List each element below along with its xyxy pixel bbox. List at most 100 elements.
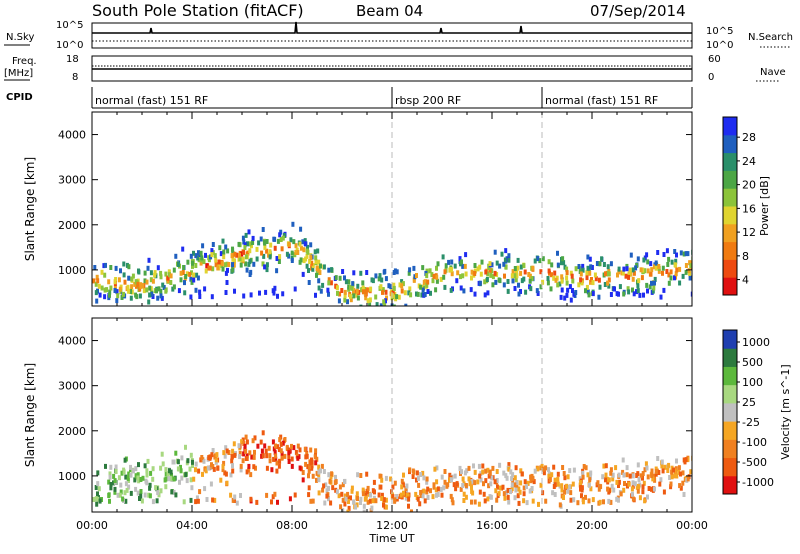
- power-cell: [650, 280, 653, 286]
- power-cell: [569, 270, 573, 276]
- power-cell: [149, 277, 153, 283]
- velocity-cell: [667, 462, 671, 468]
- power-cell: [118, 286, 122, 292]
- velocity-cell: [245, 439, 249, 445]
- velocity-cell: [169, 469, 173, 475]
- velocity-cell: [317, 469, 321, 475]
- power-cell: [275, 256, 279, 261]
- power-cell: [571, 278, 575, 284]
- velocity-cell: [172, 476, 176, 482]
- velocity-cell: [277, 447, 281, 452]
- power-cell: [594, 276, 598, 282]
- power-cell: [276, 238, 280, 244]
- power-cell: [222, 249, 226, 255]
- power-cell: [574, 266, 578, 272]
- power-cell: [102, 263, 106, 269]
- power-cell: [686, 251, 690, 257]
- velocity-cell: [678, 483, 682, 489]
- power-cell: [684, 269, 688, 275]
- velocity-cell: [662, 489, 666, 495]
- velocity-cell: [317, 464, 321, 470]
- power-cell: [100, 285, 104, 291]
- velocity-cell: [525, 500, 529, 506]
- power-cell: [343, 275, 346, 281]
- power-cell: [95, 298, 99, 304]
- velocity-cell: [556, 476, 560, 482]
- power-cell: [204, 252, 207, 258]
- velocity-cell: [517, 486, 521, 492]
- power-cell: [415, 291, 418, 297]
- velocity-cell: [211, 497, 215, 503]
- power-cell: [616, 272, 619, 278]
- power-cell: [398, 282, 402, 288]
- power-cell: [636, 288, 640, 294]
- power-cell: [147, 299, 151, 305]
- velocity-cell: [108, 474, 112, 480]
- velocity-cell: [419, 490, 423, 495]
- velocity-cell: [621, 469, 625, 475]
- power-cell: [665, 269, 669, 274]
- power-cell: [563, 295, 567, 301]
- velocity-cell: [97, 486, 101, 492]
- velocity-cell: [141, 475, 145, 481]
- power-cell: [343, 297, 347, 303]
- xtick-label: 20:00: [576, 519, 608, 532]
- velocity-cell: [495, 469, 499, 474]
- velocity-cell: [304, 454, 308, 460]
- velocity-cell: [572, 497, 576, 503]
- velocity-cell: [368, 498, 372, 504]
- power-cell: [119, 268, 122, 274]
- power-cell: [667, 272, 671, 278]
- power-cell: [281, 235, 285, 241]
- velocity-cell: [669, 484, 673, 490]
- power-cell: [473, 271, 477, 276]
- power-cell: [316, 248, 320, 254]
- velocity-cell: [502, 470, 506, 476]
- power-cell: [291, 221, 295, 227]
- power-cell: [379, 303, 383, 306]
- power-cell: [127, 264, 131, 270]
- velocity-cell: [114, 469, 118, 474]
- velocity-cell: [261, 453, 265, 459]
- power-cell: [426, 279, 430, 285]
- power-cell: [464, 271, 468, 277]
- power-cell: [166, 275, 170, 281]
- power-cell: [460, 259, 463, 265]
- velocity-cell: [136, 475, 140, 481]
- power-cell: [327, 280, 331, 286]
- power-colorbar-segment: [723, 223, 737, 243]
- velocity-cell: [650, 486, 653, 492]
- velocity-cell: [261, 430, 265, 436]
- velocity-cell: [463, 470, 467, 476]
- power-cell: [393, 268, 397, 274]
- power-cell: [374, 294, 378, 300]
- velocity-cell: [231, 468, 235, 474]
- velocity-cell: [627, 481, 631, 487]
- power-cell: [123, 279, 127, 285]
- velocity-cell: [530, 486, 534, 491]
- power-cell: [196, 255, 200, 261]
- velocity-cell: [587, 482, 591, 488]
- velocity-cell: [679, 485, 683, 491]
- velocity-cell: [123, 457, 127, 463]
- power-cell: [200, 255, 204, 261]
- power-cell: [640, 275, 644, 281]
- velocity-cell: [160, 451, 164, 457]
- velocity-cell: [205, 497, 209, 502]
- power-cell: [598, 261, 602, 267]
- velocity-cell: [164, 484, 168, 490]
- power-cell: [217, 259, 221, 265]
- power-colorbar-segment: [723, 134, 737, 154]
- velocity-cell: [322, 469, 326, 474]
- power-cell: [210, 252, 214, 258]
- velocity-cell: [240, 439, 244, 445]
- velocity-cell: [436, 492, 440, 497]
- power-cell: [138, 293, 142, 299]
- power-cell: [159, 288, 163, 294]
- velocity-cell: [571, 481, 575, 487]
- power-cell: [550, 262, 554, 268]
- power-cell: [420, 292, 424, 298]
- power-cell: [426, 289, 430, 294]
- power-cell: [443, 284, 447, 290]
- velocity-cell: [651, 476, 655, 482]
